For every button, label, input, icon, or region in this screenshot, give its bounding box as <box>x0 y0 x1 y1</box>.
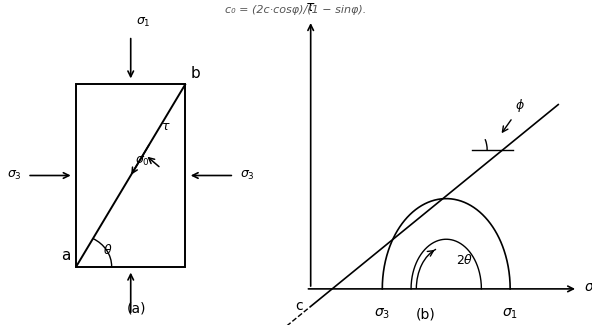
Text: b: b <box>191 66 200 81</box>
Text: a: a <box>62 248 71 263</box>
Text: $\sigma_0$: $\sigma_0$ <box>135 155 150 168</box>
Text: $\phi$: $\phi$ <box>515 97 525 114</box>
Bar <box>76 84 185 266</box>
Text: $\sigma_3$: $\sigma_3$ <box>7 169 22 182</box>
Text: (a): (a) <box>127 301 146 315</box>
Text: $\tau$: $\tau$ <box>161 120 170 133</box>
Text: $\sigma_1$: $\sigma_1$ <box>136 16 151 29</box>
Text: $\sigma_3$: $\sigma_3$ <box>240 169 255 182</box>
Text: $\sigma_n$: $\sigma_n$ <box>584 282 592 296</box>
Text: c₀ = (2c·cosφ)/(1 − sinφ).: c₀ = (2c·cosφ)/(1 − sinφ). <box>226 5 366 15</box>
Text: c: c <box>295 299 303 313</box>
Text: $2\theta$: $2\theta$ <box>456 253 474 267</box>
Text: $\sigma_1$: $\sigma_1$ <box>502 307 518 321</box>
Text: (b): (b) <box>416 307 436 321</box>
Text: $\theta$: $\theta$ <box>104 242 113 256</box>
Text: $\tau$: $\tau$ <box>305 0 316 14</box>
Text: $\sigma_3$: $\sigma_3$ <box>374 307 390 321</box>
